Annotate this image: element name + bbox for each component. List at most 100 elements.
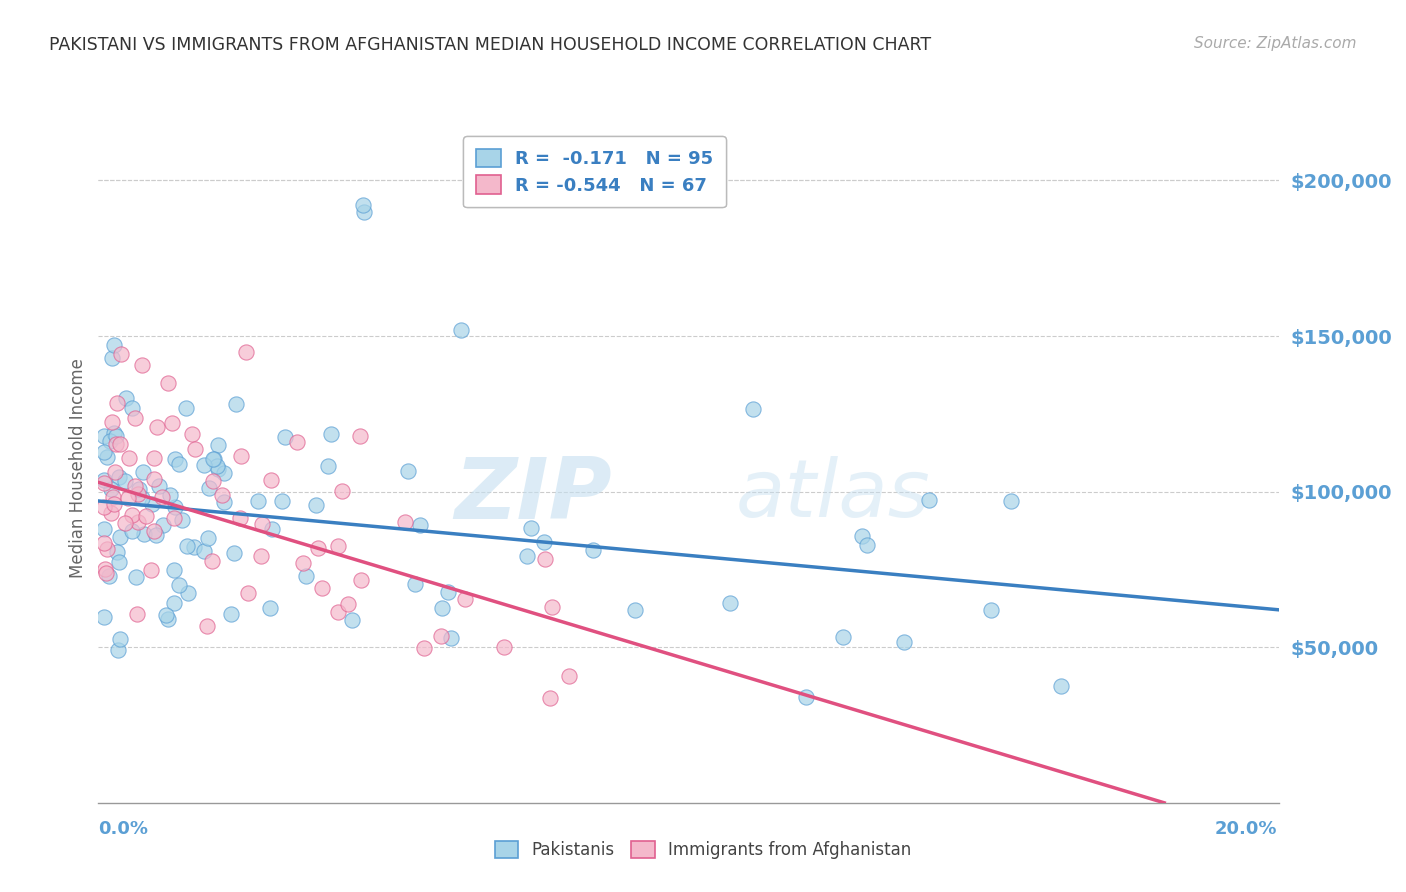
Point [105, 545, 128, 559]
Point [127, 607, 149, 621]
Point [340, 613, 363, 627]
Point [145, 528, 167, 542]
Point [181, 426, 204, 441]
Point [124, 410, 146, 425]
Point [430, 629, 453, 643]
Point [127, 487, 149, 501]
Point [163, 596, 186, 610]
Point [305, 498, 328, 512]
Point [93, 475, 115, 490]
Point [273, 430, 295, 444]
Point [250, 549, 273, 563]
Point [127, 516, 149, 530]
Point [404, 576, 426, 591]
Point [160, 416, 183, 430]
Text: atlas: atlas [737, 456, 931, 534]
Point [918, 493, 941, 508]
Point [193, 458, 215, 472]
Point [1000, 493, 1022, 508]
Point [177, 586, 200, 600]
Point [893, 635, 915, 649]
Point [831, 631, 853, 645]
Point [260, 523, 283, 537]
Point [307, 541, 329, 555]
Point [394, 515, 416, 529]
Text: Source: ZipAtlas.com: Source: ZipAtlas.com [1194, 36, 1357, 51]
Point [229, 511, 252, 525]
Point [93, 500, 115, 514]
Point [174, 401, 197, 416]
Point [108, 437, 131, 451]
Point [98, 434, 121, 448]
Point [142, 472, 165, 486]
Point [93, 445, 115, 459]
Point [167, 458, 190, 472]
Point [183, 540, 205, 554]
Text: 0.0%: 0.0% [98, 820, 149, 838]
Point [436, 585, 458, 599]
Text: ZIP: ZIP [454, 453, 612, 537]
Point [851, 529, 873, 543]
Point [103, 338, 125, 352]
Point [93, 536, 115, 550]
Point [453, 591, 475, 606]
Point [93, 610, 115, 624]
Point [162, 511, 184, 525]
Text: 20.0%: 20.0% [1215, 820, 1277, 838]
Point [101, 415, 124, 429]
Point [229, 450, 252, 464]
Point [440, 632, 463, 646]
Point [117, 491, 139, 505]
Point [184, 442, 207, 456]
Point [207, 437, 229, 451]
Point [100, 351, 122, 365]
Point [202, 451, 225, 466]
Point [141, 497, 163, 511]
Point [260, 473, 283, 487]
Point [238, 586, 260, 600]
Point [103, 497, 125, 511]
Point [328, 605, 350, 619]
Point [163, 452, 186, 467]
Point [558, 669, 581, 683]
Point [492, 640, 515, 654]
Point [108, 469, 131, 483]
Point [107, 643, 129, 657]
Point [104, 465, 127, 479]
Point [205, 458, 228, 473]
Point [430, 601, 453, 615]
Point [100, 506, 122, 520]
Point [1049, 679, 1071, 693]
Point [115, 392, 138, 406]
Legend: R =  -0.171   N = 95, R = -0.544   N = 67: R = -0.171 N = 95, R = -0.544 N = 67 [463, 136, 725, 207]
Point [105, 395, 128, 409]
Point [316, 458, 339, 473]
Point [450, 323, 472, 337]
Point [110, 347, 132, 361]
Point [247, 494, 270, 508]
Point [252, 516, 274, 531]
Point [285, 435, 308, 450]
Point [207, 461, 229, 475]
Point [118, 450, 141, 465]
Point [396, 464, 419, 478]
Point [741, 402, 763, 417]
Point [121, 524, 143, 538]
Point [104, 437, 127, 451]
Point [159, 487, 181, 501]
Point [169, 578, 191, 592]
Point [105, 429, 128, 443]
Point [330, 483, 353, 498]
Point [353, 204, 375, 219]
Point [93, 562, 115, 576]
Point [352, 198, 374, 212]
Point [212, 466, 235, 480]
Point [198, 481, 221, 495]
Point [794, 690, 817, 705]
Point [413, 641, 436, 656]
Point [718, 596, 741, 610]
Point [163, 500, 186, 514]
Point [271, 494, 294, 508]
Point [195, 618, 218, 632]
Point [311, 581, 333, 595]
